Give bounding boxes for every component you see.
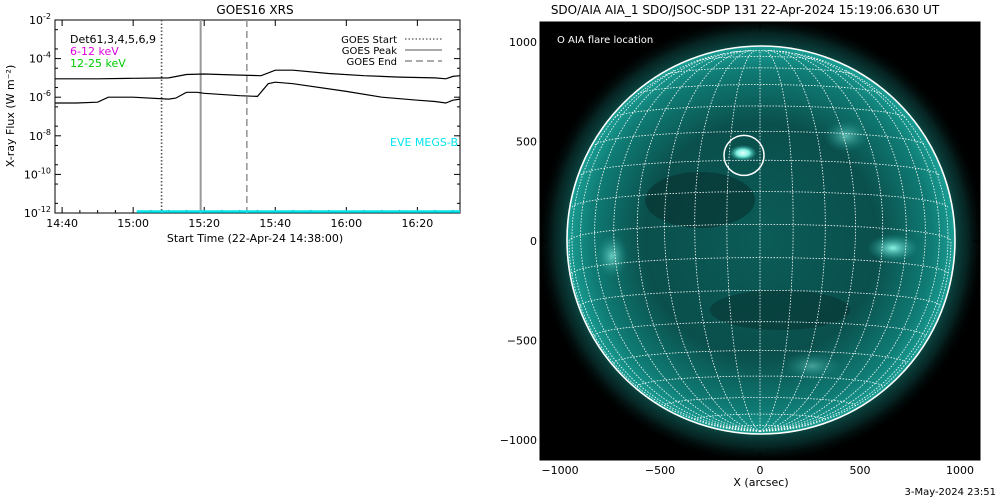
grid-latitude-line — [594, 130, 926, 146]
heliographic-grid — [568, 49, 952, 432]
flare-brightening — [729, 145, 757, 161]
grid-longitude-line — [726, 49, 761, 432]
goes-x-axis-label: Start Time (22-Apr-24 14:38:00) — [167, 232, 343, 245]
goes-y-ticks: 10-12 10-10 10-8 10-6 10-4 10-2 — [24, 12, 460, 220]
goes-x-tick-label: 16:00 — [330, 217, 362, 230]
goes-series-lines — [55, 69, 461, 213]
goes-xrs-plot: GOES16 XRS 14:40 15:00 15:20 15:40 16:00 16:2… — [4, 3, 461, 245]
grid-longitude-line — [636, 50, 761, 432]
solar-features — [596, 120, 919, 380]
grid-longitude-line — [580, 55, 761, 432]
goes-title: GOES16 XRS — [216, 3, 293, 17]
aia-x-tick-label: 1000 — [946, 464, 974, 477]
grid-latitude-line — [726, 425, 794, 429]
active-region-north — [824, 120, 868, 152]
goes-legend-entry: 6-12 keV — [70, 45, 119, 58]
goes-x-tick-label: 15:20 — [188, 217, 220, 230]
goes-legend-entry: Det61,3,4,5,6,9 — [70, 33, 156, 46]
goes-y-tick-label: 10-8 — [29, 128, 51, 143]
grid-latitude-line — [613, 350, 907, 364]
grid-longitude-line — [759, 240, 952, 432]
goes-x-ticks: 14:40 15:00 15:20 15:40 16:00 16:20 — [46, 20, 454, 230]
goes-x-tick-label: 15:00 — [117, 217, 149, 230]
goes-legend-marker-entry: GOES Peak — [342, 46, 397, 57]
grid-longitude-line — [759, 51, 907, 432]
coronal-hole-south — [710, 290, 850, 330]
goes-series-line-1 — [55, 69, 461, 80]
goes-y-tick-label: 10-4 — [29, 51, 51, 66]
goes-legend-marker-entry: GOES Start — [341, 35, 397, 46]
goes-y-tick-label: 10-12 — [24, 205, 51, 220]
grid-latitude-line — [637, 84, 883, 95]
goes-legend-marker-entry: GOES End — [347, 57, 397, 68]
aia-flare-location-circle — [723, 134, 765, 177]
aia-x-axis-label: X (arcsec) — [733, 476, 788, 489]
grid-longitude-line — [759, 69, 949, 432]
aia-x-ticks: −1000 −500 0 500 1000 — [539, 22, 981, 477]
grid-longitude-line — [759, 50, 884, 432]
grid-latitude-line — [571, 257, 949, 275]
aia-x-tick-label: −1000 — [541, 464, 578, 477]
aia-x-tick-label: 500 — [850, 464, 871, 477]
grid-latitude-line — [694, 413, 826, 420]
eve-megs-b-annotation: EVE MEGS-B — [390, 136, 458, 149]
grid-longitude-line — [759, 49, 794, 432]
grid-latitude-line — [614, 105, 906, 118]
goes-y-tick-label: 10-6 — [29, 89, 51, 104]
grid-latitude-line — [665, 67, 855, 76]
aia-y-tick-label: 1000 — [509, 36, 537, 49]
aia-title: SDO/AIA AIA_1 SDO/JSOC-SDP 131 22-Apr-20… — [551, 3, 940, 17]
grid-longitude-line — [594, 52, 761, 432]
footer-timestamp: 3-May-2024 23:51 — [904, 487, 996, 498]
grid-latitude-line — [568, 224, 952, 242]
grid-longitude-line — [613, 51, 761, 432]
aia-image: O AIA flare location — [540, 22, 980, 460]
active-region-south — [782, 352, 842, 380]
coronal-hole — [645, 172, 755, 228]
aia-flare-legend: O AIA flare location — [557, 35, 653, 46]
goes-y-tick-label: 10-2 — [29, 12, 51, 27]
aia-y-tick-label: −1000 — [500, 434, 537, 447]
grid-latitude-line — [571, 191, 949, 208]
grid-longitude-line — [568, 240, 761, 432]
grid-longitude-line — [694, 49, 761, 432]
grid-longitude-line — [759, 52, 926, 432]
aia-y-tick-label: −500 — [507, 335, 537, 348]
goes-series-line-2 — [55, 81, 461, 104]
goes-time-markers — [160, 20, 248, 213]
goes-y-tick-label: 10-10 — [24, 166, 51, 181]
grid-latitude-line — [580, 289, 940, 307]
goes-x-tick-label: 15:40 — [259, 217, 291, 230]
active-region-east — [596, 234, 628, 278]
aia-y-tick-label: 500 — [516, 135, 537, 148]
solar-limb — [566, 45, 956, 435]
grid-longitude-line — [759, 55, 940, 432]
goes-y-axis-label: X-ray Flux (W m⁻²) — [4, 65, 17, 167]
aia-x-tick-label: −500 — [645, 464, 675, 477]
aia-y-tick-label: 0 — [530, 235, 537, 248]
active-region-west — [867, 234, 919, 262]
aia-y-ticks: 1000 500 0 −500 −1000 — [500, 21, 980, 461]
grid-longitude-line — [759, 49, 826, 432]
grid-latitude-line — [731, 50, 789, 53]
goes-x-tick-label: 16:20 — [402, 217, 434, 230]
aia-x-tick-label: 0 — [757, 464, 764, 477]
aia-image-panel: SDO/AIA AIA_1 SDO/JSOC-SDP 131 22-Apr-20… — [500, 3, 981, 489]
goes-x-tick-label: 14:40 — [46, 217, 78, 230]
grid-longitude-line — [571, 69, 761, 432]
goes-legend-entry: 12-25 keV — [70, 57, 126, 70]
